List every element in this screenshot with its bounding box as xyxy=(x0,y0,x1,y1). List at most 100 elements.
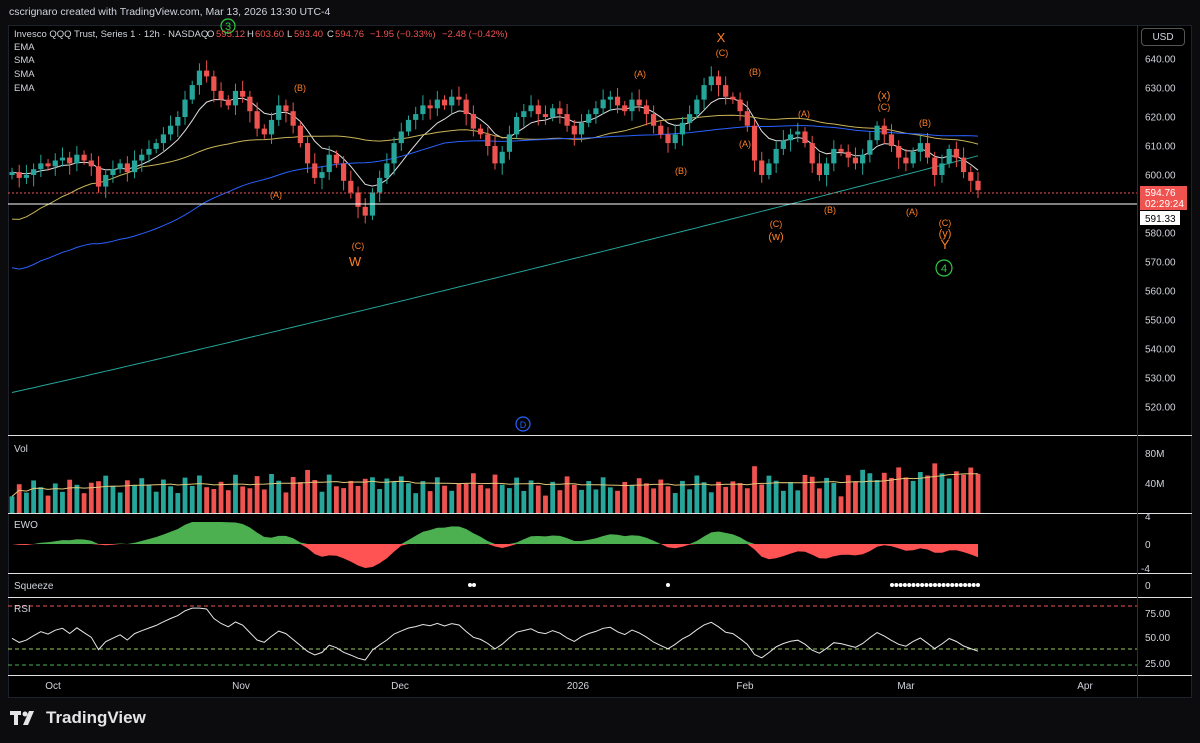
candle-body xyxy=(139,154,145,161)
volume-bar xyxy=(67,479,73,513)
svg-text:594.76: 594.76 xyxy=(335,29,364,40)
volume-bar xyxy=(211,489,217,513)
volume-bar xyxy=(103,475,109,513)
candle-body xyxy=(715,76,722,86)
candle-body xyxy=(665,134,671,144)
squeeze-dot xyxy=(954,583,959,587)
candle-body xyxy=(167,125,174,135)
volume-bar xyxy=(932,463,938,513)
volume-bar xyxy=(636,478,642,513)
volume-bar xyxy=(247,488,253,513)
svg-text:603.60: 603.60 xyxy=(255,29,284,40)
line-price-tag: 591.33 xyxy=(1140,211,1180,225)
volume-bar xyxy=(456,483,462,513)
volume-bar xyxy=(96,481,101,513)
candle-body xyxy=(701,85,707,100)
squeeze-label: Squeeze xyxy=(14,581,54,592)
svg-text:−1.95 (−0.33%): −1.95 (−0.33%) xyxy=(370,29,436,40)
volume-bar xyxy=(420,481,426,513)
tradingview-logo[interactable]: TradingView xyxy=(10,708,146,728)
price-tick: 620.00 xyxy=(1145,113,1176,124)
volume-bar xyxy=(74,484,80,513)
candle-body xyxy=(427,105,433,109)
volume-bar xyxy=(189,486,195,513)
volume-bar xyxy=(571,484,577,513)
volume-bar xyxy=(651,488,656,513)
volume-bar xyxy=(665,486,671,513)
volume-bar xyxy=(910,480,916,513)
candle-body xyxy=(196,70,203,86)
candle-body xyxy=(23,175,30,178)
price-tick: 520.00 xyxy=(1145,403,1176,414)
wave-label: (w) xyxy=(768,231,783,243)
volume-bar xyxy=(124,480,130,513)
candle-body xyxy=(506,134,513,152)
last-price-text: 594.76 xyxy=(1145,188,1176,199)
volume-bar xyxy=(867,473,873,513)
volume-bar xyxy=(283,492,289,513)
candle-body xyxy=(355,192,361,207)
ewo-label: EWO xyxy=(14,520,38,531)
candle-body xyxy=(88,160,94,167)
volume-bar xyxy=(708,492,714,513)
squeeze-dot xyxy=(920,583,925,587)
candle-body xyxy=(888,134,895,146)
volume-bar xyxy=(81,493,87,513)
candle-body xyxy=(312,163,318,178)
wave-label: (B) xyxy=(919,118,931,128)
ma-line-0 xyxy=(11,97,979,187)
wave-label: (B) xyxy=(675,166,687,176)
wave-label: X xyxy=(717,30,726,45)
candle-body xyxy=(607,96,613,100)
time-axis: Oct Nov Dec 2026 Feb Mar Apr xyxy=(45,681,1093,692)
volume-bar xyxy=(521,490,527,513)
last-price-tag: 594.76 02:29:24 xyxy=(1140,186,1187,210)
candle-body xyxy=(341,163,347,181)
volume-bar xyxy=(225,490,231,513)
candle-body xyxy=(723,85,729,97)
candle-body xyxy=(766,163,772,175)
volume-bar xyxy=(780,490,786,513)
svg-text:2026: 2026 xyxy=(567,681,590,692)
candle-body xyxy=(802,131,808,144)
candle-body xyxy=(283,105,289,112)
candle-body xyxy=(499,151,505,164)
candle-body xyxy=(189,85,195,100)
volume-bar xyxy=(925,475,930,513)
ma-line-3 xyxy=(11,155,979,393)
candle-body xyxy=(953,148,959,158)
chart-container[interactable] xyxy=(8,25,1192,698)
candle-body xyxy=(896,146,902,158)
squeeze-dot xyxy=(666,583,670,587)
volume-bar xyxy=(269,474,274,513)
currency-button[interactable]: USD xyxy=(1141,28,1185,46)
candle-body xyxy=(672,134,678,144)
candle-body xyxy=(874,125,880,141)
candle-body xyxy=(160,134,166,144)
wave-label: (C) xyxy=(770,219,783,229)
squeeze-dot xyxy=(976,583,980,587)
candle-body xyxy=(232,90,239,106)
volume-bar xyxy=(528,480,534,513)
candle-body xyxy=(773,148,779,164)
volume-bar xyxy=(290,477,296,513)
candle-body xyxy=(384,163,390,178)
candle-body xyxy=(643,105,649,115)
candle-body xyxy=(730,96,736,100)
candle-body xyxy=(290,111,296,126)
dividend-marker[interactable]: D xyxy=(515,416,531,432)
ewo-negative-area xyxy=(12,544,978,568)
wave-label: (B) xyxy=(824,205,836,215)
candle-body xyxy=(550,108,556,117)
volume-bar xyxy=(759,484,765,513)
candle-body xyxy=(831,148,837,164)
volume-bar xyxy=(766,475,772,513)
volume-bar xyxy=(197,475,202,513)
wave-label: (A) xyxy=(634,69,646,79)
volume-bar xyxy=(824,477,830,513)
volume-bar xyxy=(514,477,520,513)
volume-bar xyxy=(9,496,15,513)
wave-label: (C) xyxy=(878,102,891,112)
price-tick: 560.00 xyxy=(1145,287,1176,298)
candle-body xyxy=(759,160,765,175)
